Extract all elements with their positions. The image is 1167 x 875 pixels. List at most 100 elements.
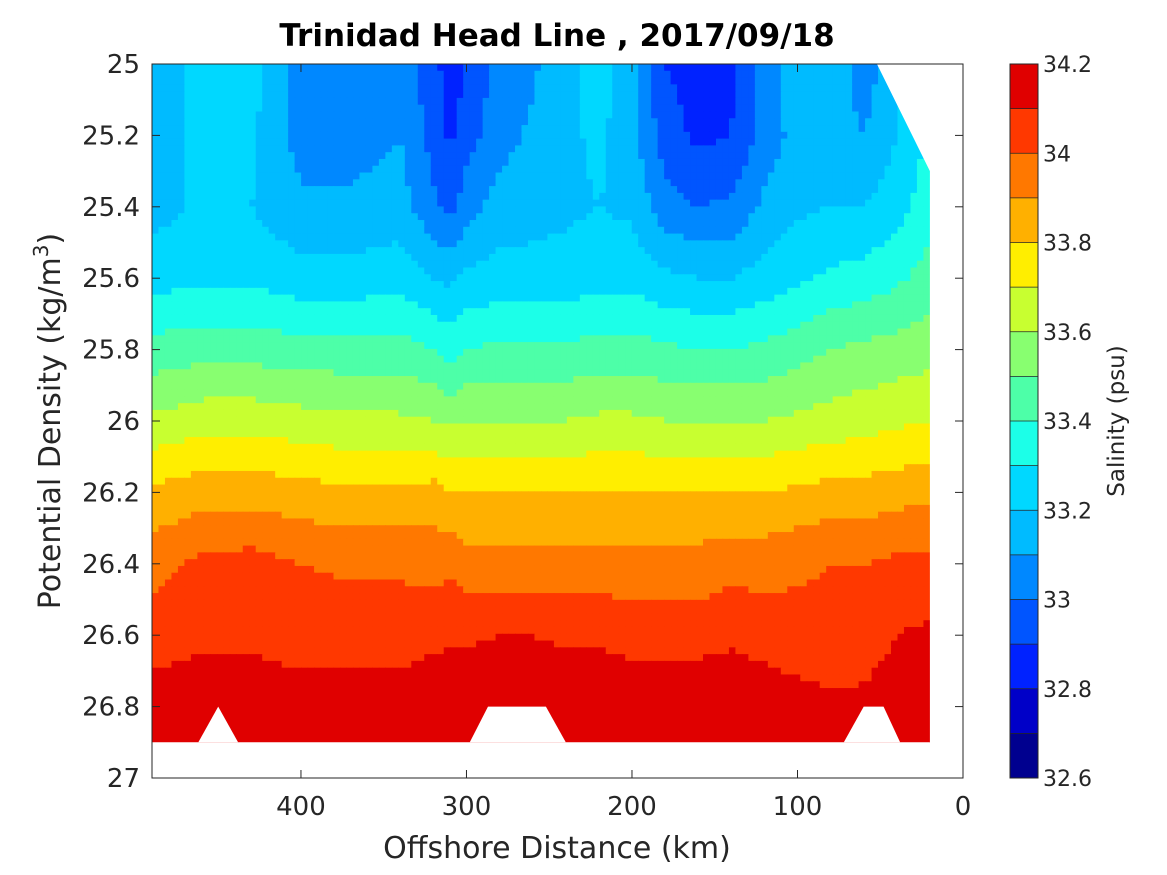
- salinity-cell: [365, 260, 373, 269]
- salinity-cell: [839, 328, 847, 336]
- salinity-cell: [884, 308, 892, 316]
- salinity-cell: [508, 70, 516, 79]
- salinity-cell: [333, 64, 341, 72]
- salinity-cell: [858, 213, 866, 221]
- salinity-cell: [482, 328, 490, 336]
- salinity-cell: [754, 233, 762, 241]
- salinity-cell: [703, 131, 711, 140]
- salinity-cell: [372, 253, 380, 262]
- salinity-cell: [443, 260, 451, 269]
- salinity-cell: [430, 145, 438, 153]
- salinity-cell: [456, 274, 464, 282]
- salinity-cell: [184, 77, 192, 85]
- salinity-cell: [385, 314, 393, 323]
- salinity-cell: [670, 131, 678, 140]
- salinity-cell: [754, 77, 762, 85]
- salinity-cell: [268, 179, 276, 187]
- salinity-cell: [599, 179, 607, 187]
- salinity-cell: [787, 111, 795, 119]
- salinity-cell: [203, 64, 211, 72]
- salinity-cell: [891, 233, 899, 241]
- salinity-cell: [489, 165, 497, 174]
- salinity-cell: [177, 328, 186, 336]
- salinity-cell: [579, 267, 587, 275]
- salinity-cell: [579, 308, 587, 316]
- salinity-cell: [553, 253, 561, 262]
- salinity-cell: [346, 186, 354, 194]
- salinity-cell: [268, 118, 276, 126]
- salinity-cell: [456, 206, 464, 214]
- salinity-cell: [301, 314, 309, 323]
- salinity-cell: [527, 328, 536, 336]
- salinity-cell: [229, 287, 237, 296]
- salinity-cell: [631, 84, 639, 92]
- salinity-cell: [385, 118, 393, 126]
- salinity-cell: [819, 226, 827, 235]
- salinity-cell: [216, 267, 224, 275]
- salinity-cell: [722, 328, 730, 336]
- salinity-cell: [469, 260, 477, 269]
- salinity-cell: [625, 179, 633, 187]
- salinity-cell: [197, 152, 205, 160]
- salinity-cell: [314, 64, 322, 72]
- salinity-cell: [923, 294, 931, 302]
- salinity-cell: [294, 314, 302, 323]
- salinity-cell: [424, 199, 432, 208]
- salinity-cell: [443, 77, 451, 85]
- salinity-cell: [417, 152, 425, 160]
- salinity-cell: [586, 91, 594, 99]
- salinity-cell: [534, 321, 542, 330]
- salinity-cell: [852, 308, 860, 316]
- salinity-cell: [489, 233, 497, 241]
- salinity-cell: [761, 152, 769, 160]
- salinity-cell: [437, 281, 445, 289]
- salinity-cell: [489, 199, 497, 208]
- salinity-cell: [158, 118, 166, 126]
- salinity-cell: [463, 253, 471, 262]
- salinity-cell: [262, 158, 270, 167]
- salinity-cell: [152, 233, 160, 241]
- salinity-cell: [605, 91, 613, 99]
- salinity-cell: [275, 247, 283, 255]
- salinity-cell: [424, 294, 432, 302]
- salinity-cell: [275, 179, 283, 187]
- salinity-cell: [398, 220, 406, 228]
- salinity-cell: [359, 84, 367, 92]
- salinity-cell: [190, 226, 198, 235]
- salinity-cell: [806, 233, 814, 241]
- salinity-cell: [385, 308, 393, 316]
- salinity-cell: [664, 321, 672, 330]
- salinity-cell: [476, 125, 484, 133]
- salinity-cell: [540, 314, 549, 323]
- salinity-cell: [852, 84, 860, 92]
- salinity-cell: [450, 342, 458, 350]
- salinity-cell: [229, 260, 237, 269]
- salinity-cell: [152, 104, 160, 113]
- salinity-cell: [741, 233, 749, 241]
- salinity-cell: [579, 199, 587, 208]
- salinity-cell: [683, 125, 691, 133]
- salinity-cell: [690, 84, 698, 92]
- salinity-cell: [190, 111, 198, 119]
- salinity-cell: [223, 267, 231, 275]
- salinity-cell: [865, 335, 873, 343]
- salinity-cell: [171, 77, 179, 85]
- salinity-cell: [320, 335, 328, 343]
- salinity-cell: [443, 70, 451, 79]
- salinity-cell: [644, 179, 652, 187]
- salinity-cell: [748, 192, 756, 201]
- salinity-cell: [625, 97, 633, 106]
- salinity-cell: [365, 125, 373, 133]
- salinity-cell: [437, 104, 445, 113]
- salinity-cell: [515, 199, 523, 208]
- salinity-cell: [495, 342, 503, 350]
- salinity-cell: [566, 240, 574, 248]
- salinity-cell: [754, 206, 762, 214]
- salinity-cell: [741, 84, 749, 92]
- salinity-cell: [858, 301, 866, 309]
- salinity-cell: [826, 186, 834, 194]
- salinity-cell: [592, 77, 600, 85]
- salinity-cell: [696, 301, 704, 309]
- salinity-cell: [644, 97, 652, 106]
- salinity-cell: [378, 77, 386, 85]
